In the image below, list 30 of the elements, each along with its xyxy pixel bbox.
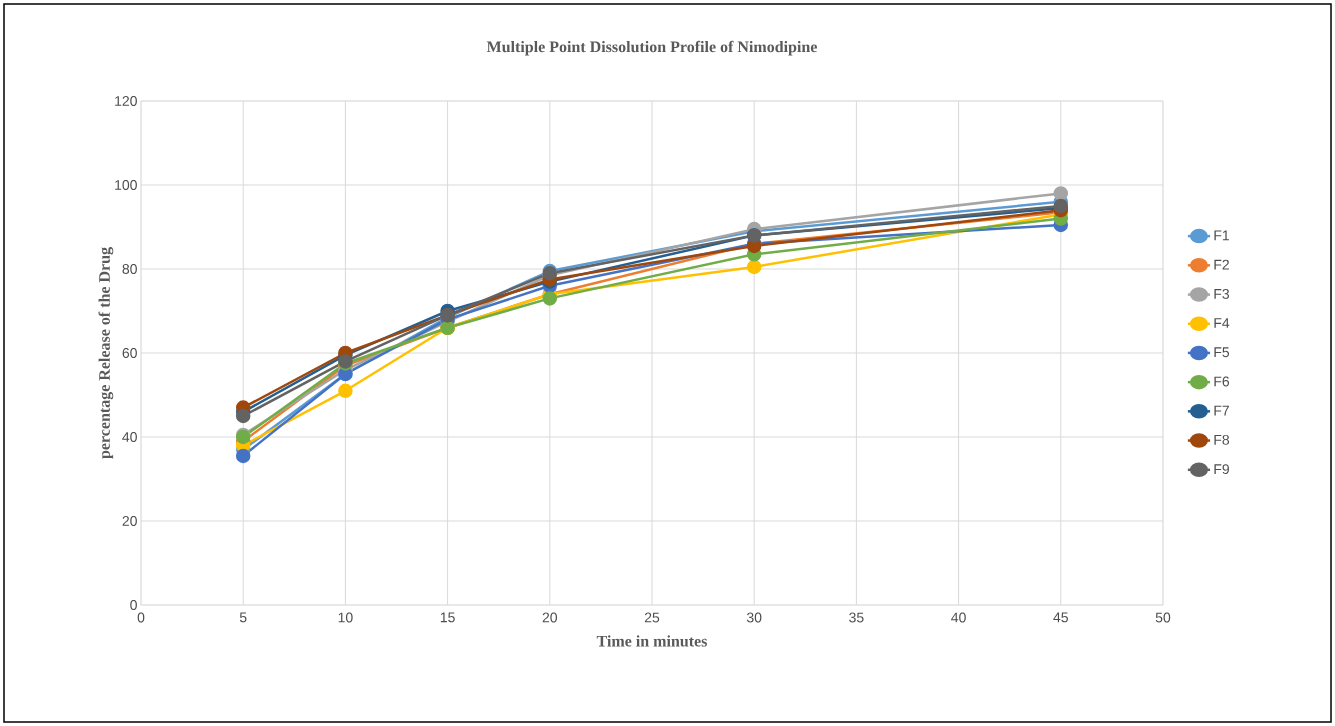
legend-label: F5 xyxy=(1214,347,1230,358)
x-tick-label: 5 xyxy=(239,612,247,623)
legend-label: F1 xyxy=(1214,230,1229,241)
x-tick-label: 40 xyxy=(951,612,966,623)
legend-label: F2 xyxy=(1214,259,1229,270)
legend-label: F3 xyxy=(1214,288,1230,299)
y-tick-label: 80 xyxy=(122,264,137,274)
y-tick-label: 100 xyxy=(115,180,137,190)
legend-label: F7 xyxy=(1214,405,1229,416)
y-tick-label: 40 xyxy=(122,432,137,442)
y-tick-label: 20 xyxy=(122,516,137,526)
legend-label: F9 xyxy=(1214,464,1229,475)
y-axis-title: percentage Release of the Drug xyxy=(98,247,114,459)
y-tick-label: 60 xyxy=(122,348,137,358)
chart-title: Multiple Point Dissolution Profile of Nimodipine xyxy=(486,40,817,56)
x-tick-label: 45 xyxy=(1053,612,1068,623)
x-tick-label: 25 xyxy=(644,612,660,623)
legend-label: F6 xyxy=(1214,376,1230,387)
x-tick-label: 0 xyxy=(137,612,145,623)
legend-label: F8 xyxy=(1214,434,1230,445)
x-tick-label: 20 xyxy=(542,612,558,623)
x-tick-label: 15 xyxy=(440,612,455,623)
x-tick-label: 50 xyxy=(1155,612,1171,623)
x-tick-label: 10 xyxy=(338,612,353,623)
x-axis-title: Time in minutes xyxy=(596,635,707,647)
y-tick-label: 120 xyxy=(115,96,137,106)
x-tick-label: 35 xyxy=(849,612,864,623)
legend-label: F4 xyxy=(1214,318,1230,328)
x-tick-label: 30 xyxy=(746,612,762,623)
y-tick-label: 0 xyxy=(130,600,137,610)
